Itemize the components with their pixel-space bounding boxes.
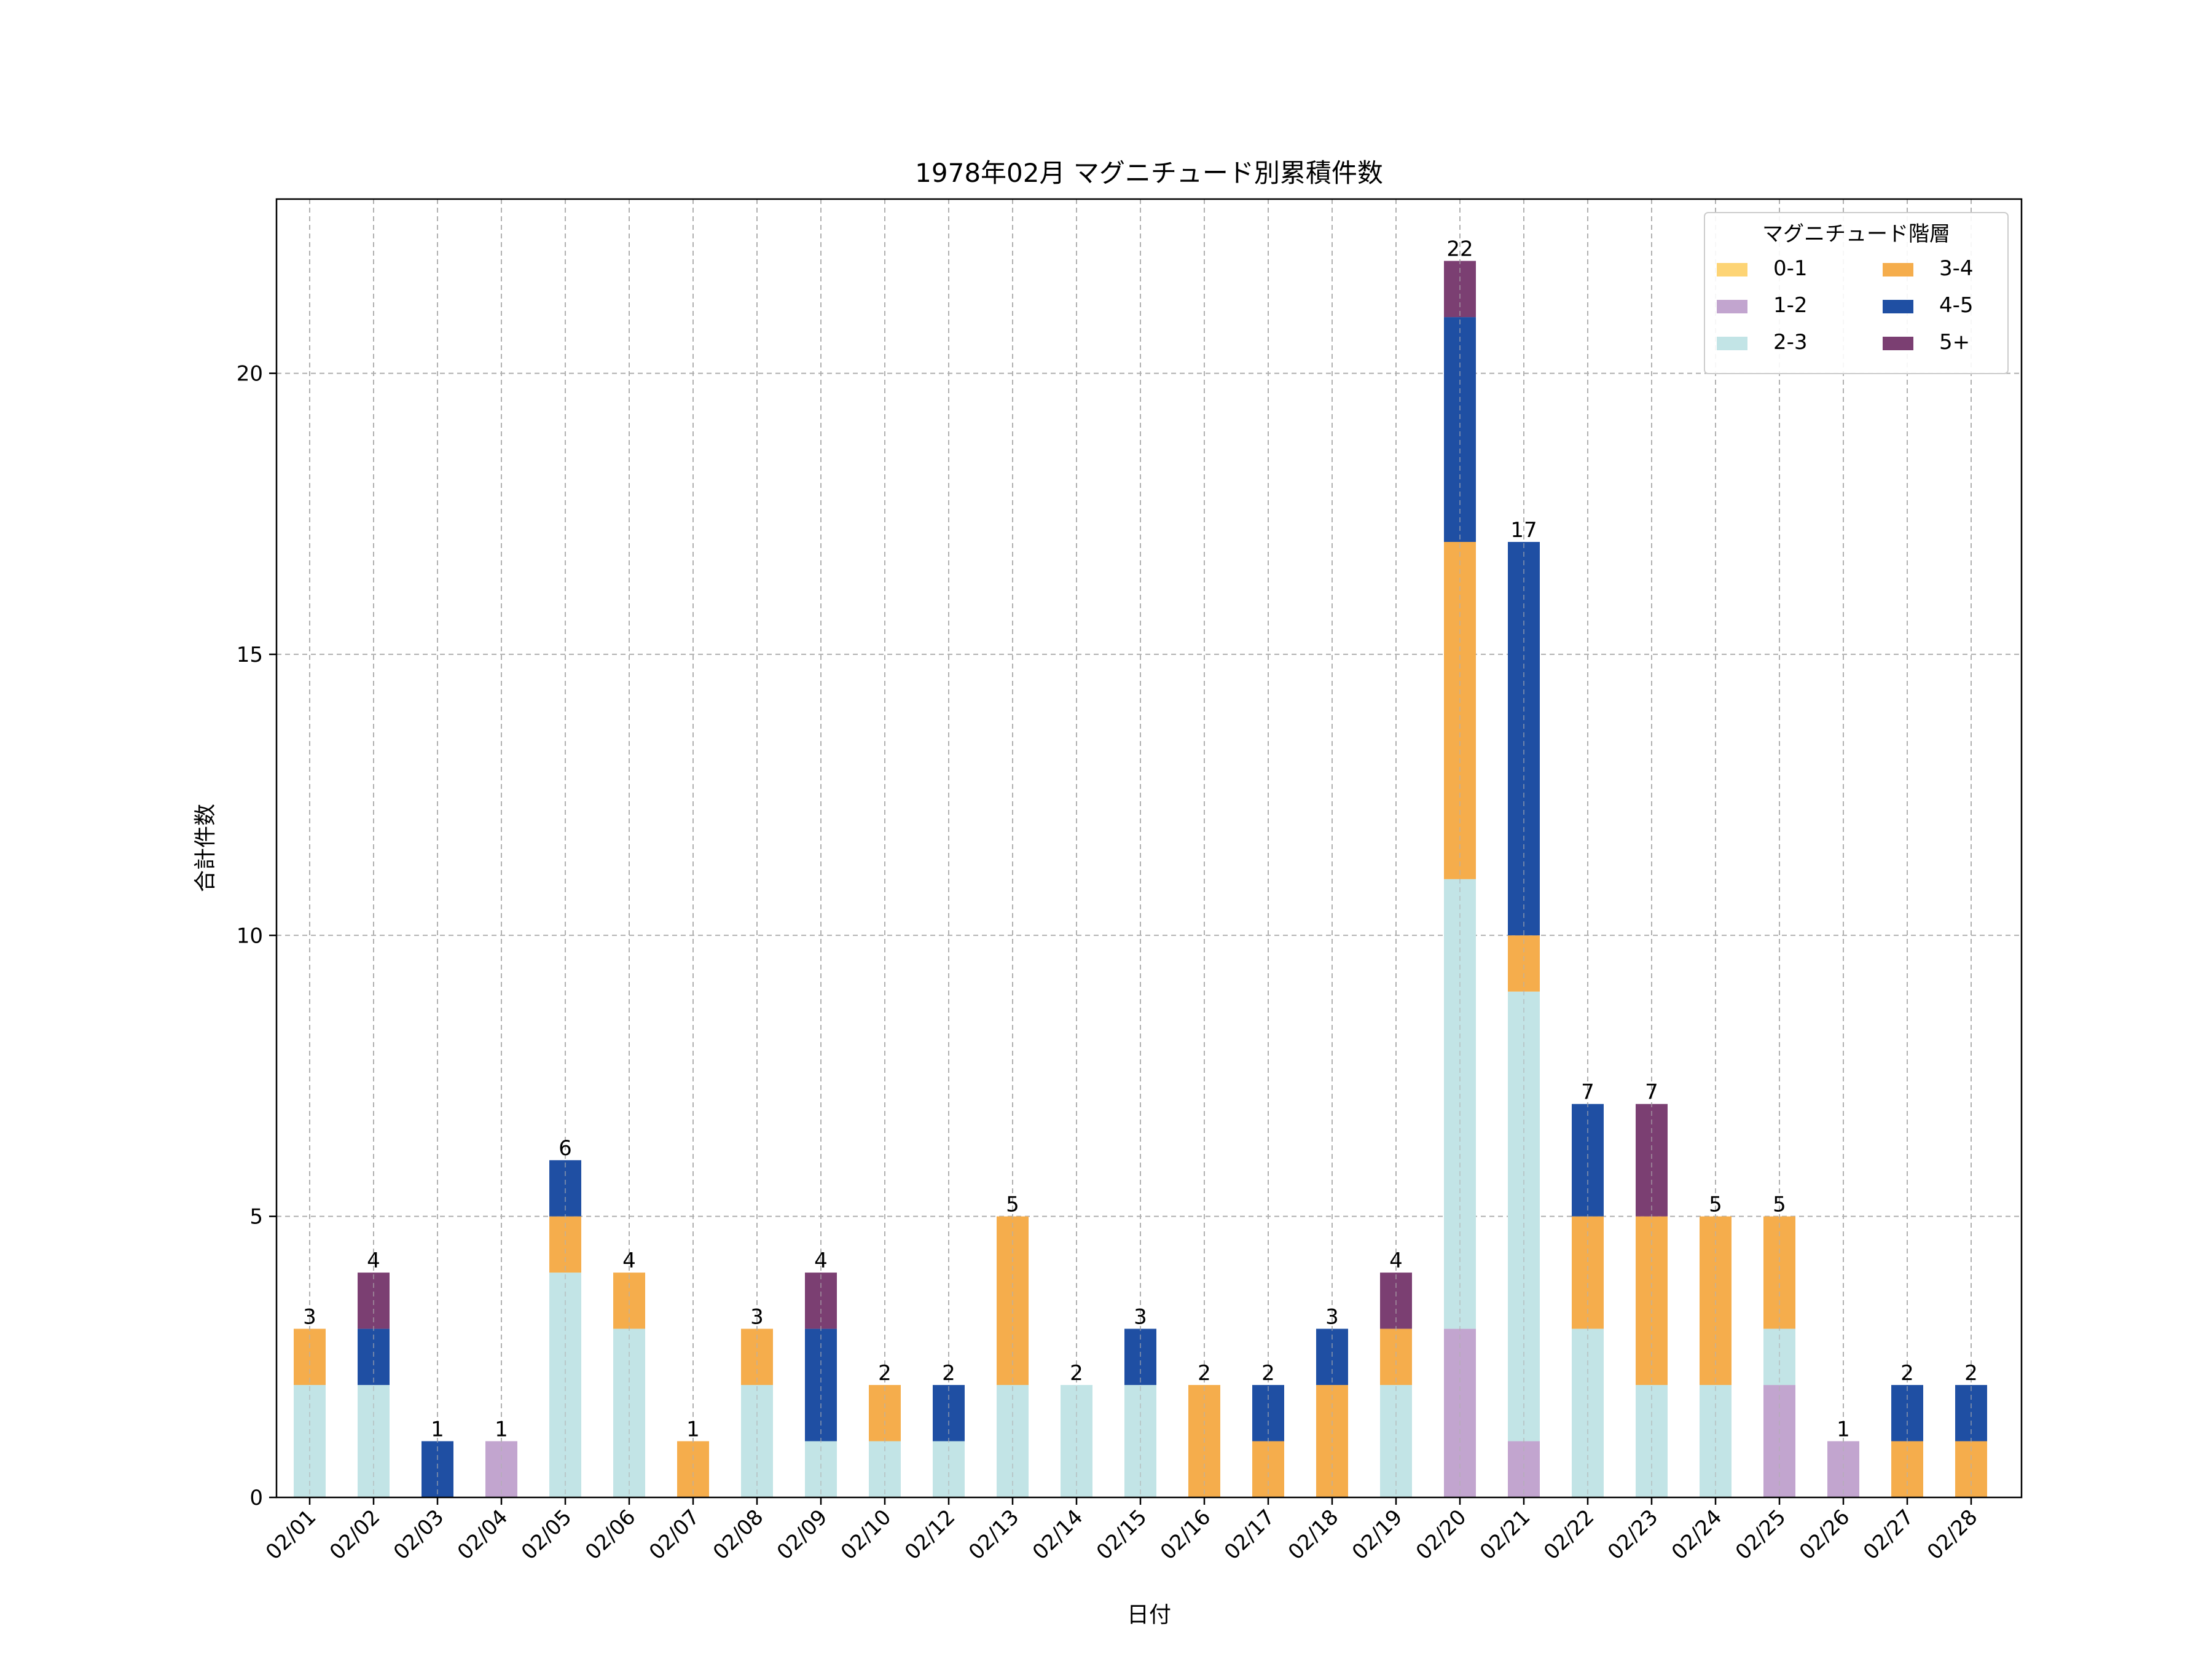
x-tick-label: 02/20 — [1411, 1505, 1472, 1565]
x-tick-label: 02/15 — [1092, 1505, 1152, 1565]
total-value-label: 6 — [559, 1136, 572, 1161]
total-value-label: 7 — [1645, 1080, 1658, 1105]
total-value-label: 7 — [1581, 1080, 1594, 1105]
x-tick-label: 02/03 — [389, 1505, 449, 1565]
total-value-label: 2 — [1198, 1361, 1211, 1386]
total-value-label: 1 — [686, 1418, 700, 1442]
x-tick-label: 02/12 — [900, 1505, 960, 1565]
y-axis-label: 合計件数 — [193, 804, 218, 892]
legend-swatch — [1883, 300, 1913, 313]
total-value-label: 22 — [1446, 237, 1473, 262]
total-value-label: 5 — [1773, 1193, 1786, 1217]
total-value-label: 2 — [1964, 1361, 1978, 1386]
x-tick-label: 02/14 — [1028, 1505, 1088, 1565]
x-tick-label: 02/27 — [1859, 1505, 1919, 1565]
bar-segment — [1444, 317, 1476, 542]
x-tick-label: 02/21 — [1475, 1505, 1535, 1565]
x-tick-label: 02/16 — [1156, 1505, 1216, 1565]
total-value-label: 1 — [1837, 1418, 1850, 1442]
total-value-label: 17 — [1510, 518, 1537, 543]
y-tick-label: 20 — [237, 362, 263, 386]
legend-swatch — [1717, 263, 1747, 276]
x-tick-label: 02/06 — [581, 1505, 641, 1565]
x-tick-label: 02/28 — [1923, 1505, 1983, 1565]
x-tick-label: 02/18 — [1284, 1505, 1344, 1565]
x-tick-label: 02/24 — [1667, 1505, 1727, 1565]
total-value-label: 4 — [367, 1249, 380, 1273]
total-value-label: 3 — [303, 1305, 316, 1330]
total-value-label: 1 — [431, 1418, 444, 1442]
legend-label: 2-3 — [1773, 330, 1808, 355]
x-tick-label: 02/09 — [772, 1505, 833, 1565]
total-value-label: 4 — [1389, 1249, 1403, 1273]
total-value-label: 5 — [1006, 1193, 1019, 1217]
x-tick-label: 02/23 — [1603, 1505, 1663, 1565]
total-value-label: 3 — [1134, 1305, 1147, 1330]
x-tick-label: 02/17 — [1220, 1505, 1280, 1565]
x-tick-label: 02/13 — [964, 1505, 1024, 1565]
total-value-label: 3 — [750, 1305, 764, 1330]
plot-area-frame — [275, 198, 2023, 1499]
x-tick-label: 02/25 — [1731, 1505, 1791, 1565]
total-value-label: 4 — [814, 1249, 828, 1273]
legend-swatch — [1717, 300, 1747, 313]
x-tick-label: 02/22 — [1539, 1505, 1599, 1565]
x-tick-label: 02/02 — [325, 1505, 385, 1565]
total-value-label: 5 — [1709, 1193, 1722, 1217]
y-axis-ticks: 0 5 10 15 20 — [237, 362, 276, 1510]
legend-box — [1704, 212, 2009, 374]
total-value-label: 2 — [942, 1361, 955, 1386]
y-tick-label: 15 — [237, 643, 263, 667]
x-axis-label: 日付 — [1127, 1602, 1171, 1628]
y-tick-label: 0 — [249, 1486, 263, 1510]
total-value-label: 2 — [878, 1361, 892, 1386]
y-tick-label: 5 — [249, 1205, 263, 1230]
x-tick-label: 02/04 — [453, 1505, 513, 1565]
chart-title: 1978年02月 マグニチュード別累積件数 — [915, 158, 1383, 188]
total-value-label: 2 — [1070, 1361, 1083, 1386]
legend-label: 1-2 — [1773, 293, 1808, 318]
legend-swatch — [1883, 337, 1913, 350]
y-tick-label: 10 — [237, 924, 263, 948]
x-tick-label: 02/19 — [1347, 1505, 1408, 1565]
grid-lines — [276, 199, 2022, 1497]
legend-label: 3-4 — [1939, 256, 1974, 281]
x-tick-label: 02/05 — [517, 1505, 577, 1565]
total-value-label: 2 — [1900, 1361, 1914, 1386]
x-tick-label: 02/26 — [1795, 1505, 1855, 1565]
grid-overlay — [309, 199, 1972, 1497]
legend-title: マグニチュード階層 — [1762, 222, 1950, 246]
legend-swatch — [1883, 263, 1913, 276]
x-tick-label: 02/07 — [645, 1505, 705, 1565]
legend-swatch — [1717, 337, 1747, 350]
total-value-label: 3 — [1325, 1305, 1339, 1330]
x-axis-ticks: 02/01 02/02 02/03 02/04 02/05 02/06 02/07 02/08… — [261, 1497, 1983, 1565]
x-tick-label: 02/01 — [261, 1505, 321, 1565]
bar-segment — [1508, 541, 1540, 936]
legend-label: 5+ — [1939, 330, 1970, 355]
legend-label: 0-1 — [1773, 256, 1808, 281]
total-value-label: 4 — [622, 1249, 636, 1273]
total-value-label: 2 — [1261, 1361, 1275, 1386]
legend-label: 4-5 — [1939, 293, 1974, 318]
x-tick-label: 02/08 — [708, 1505, 769, 1565]
total-value-label: 1 — [495, 1418, 508, 1442]
x-tick-label: 02/10 — [836, 1505, 896, 1565]
legend: マグニチュード階層 0-1 1-2 2-3 3-4 4-5 5+ — [1704, 212, 2009, 374]
legend-items: 0-1 1-2 2-3 3-4 4-5 5+ — [1717, 256, 1974, 355]
